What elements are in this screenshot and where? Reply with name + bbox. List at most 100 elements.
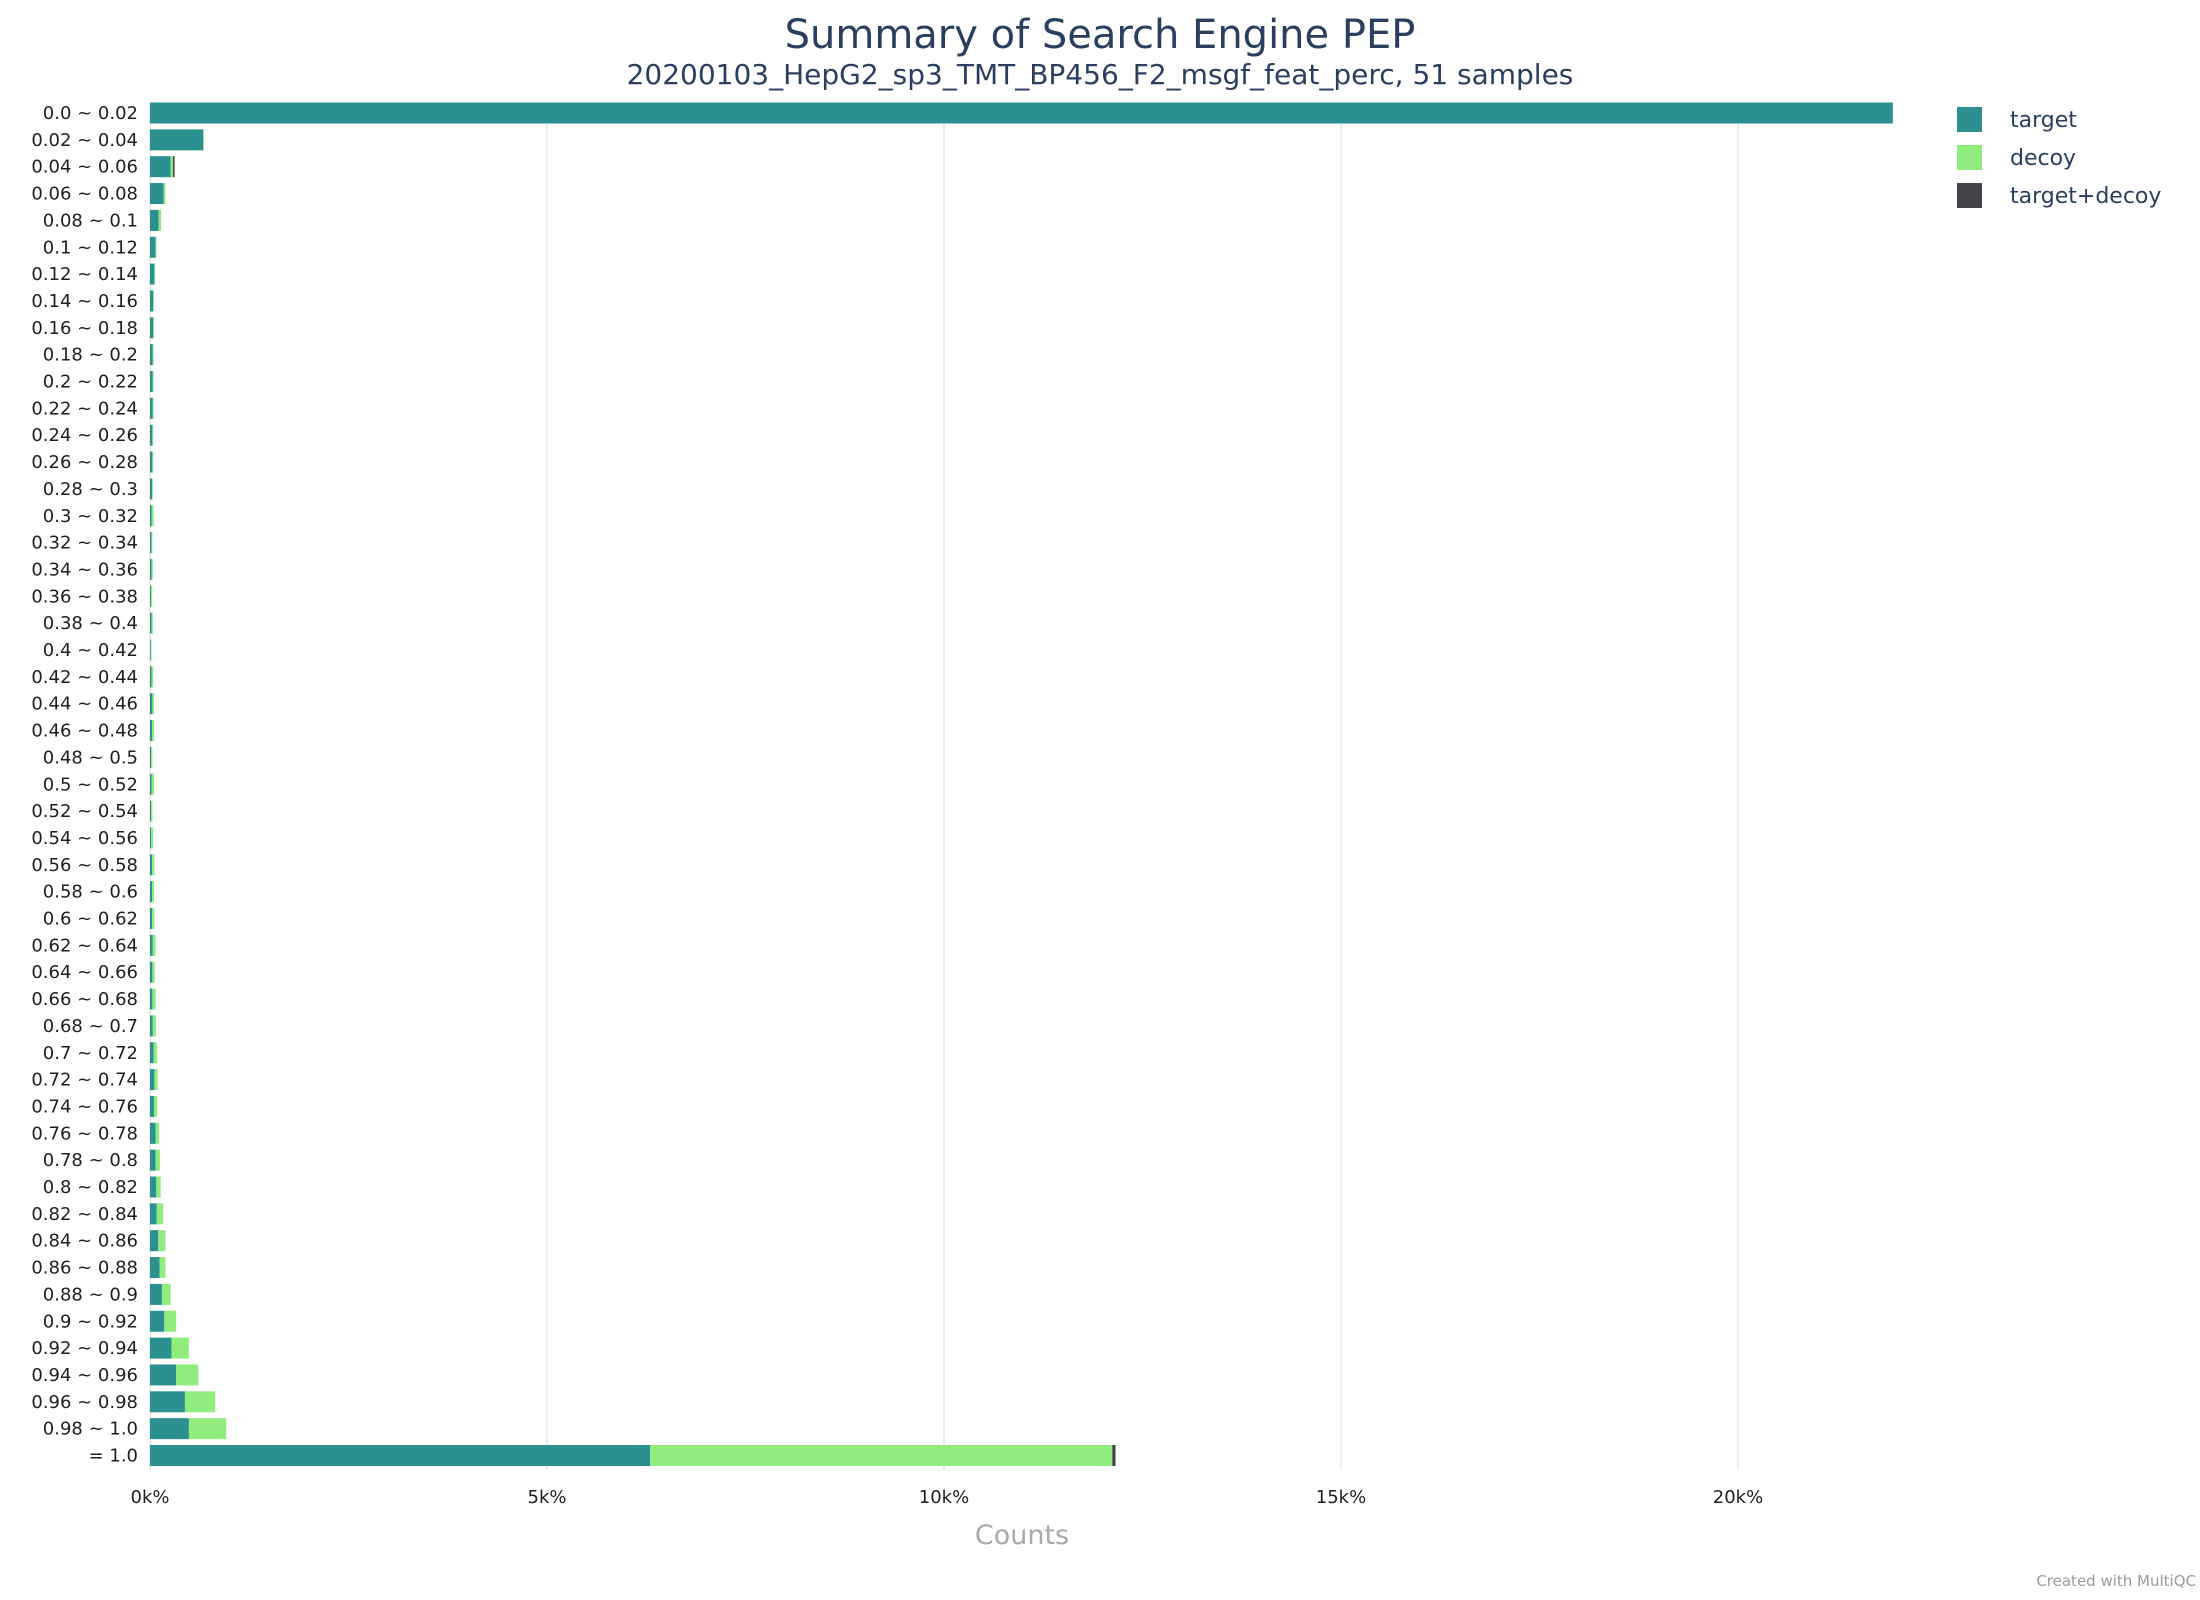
bar-segment-decoy[interactable] (154, 263, 156, 285)
bar-segment-decoy[interactable] (151, 532, 153, 554)
bar-segment-decoy[interactable] (151, 505, 154, 527)
bar-segment-decoy[interactable] (151, 800, 153, 822)
bar-segment-target[interactable] (150, 1257, 160, 1279)
bar-segment-target[interactable] (150, 129, 204, 151)
bar-segment-target[interactable] (150, 1176, 157, 1198)
bar-segment-target[interactable] (150, 1122, 156, 1144)
bar-segment-decoy[interactable] (158, 209, 162, 231)
legend-label[interactable]: decoy (2010, 146, 2076, 171)
bar-segment-decoy[interactable] (163, 183, 166, 205)
bar-segment-decoy[interactable] (152, 397, 154, 419)
bar-segment-decoy[interactable] (176, 1364, 199, 1386)
bar-segment-target[interactable] (150, 1391, 185, 1413)
bar-segment-target[interactable] (150, 988, 153, 1010)
legend-label[interactable]: target (2010, 108, 2077, 133)
bar-segment-target[interactable] (150, 505, 152, 527)
bar-segment-target[interactable] (150, 1337, 172, 1359)
bar-segment-decoy[interactable] (151, 666, 154, 688)
bar-segment-decoy[interactable] (153, 290, 154, 312)
bar-segment-target[interactable] (150, 854, 152, 876)
bar-segment-target[interactable] (150, 1418, 189, 1440)
bar-segment-decoy[interactable] (153, 317, 154, 339)
bar-segment-decoy[interactable] (156, 1176, 161, 1198)
bar-segment-target[interactable] (150, 102, 1893, 124)
bar-segment-target[interactable] (150, 1203, 157, 1225)
legend-swatch[interactable] (1957, 107, 1982, 132)
legend-swatch[interactable] (1957, 145, 1982, 170)
bar-segment-decoy[interactable] (154, 1069, 158, 1091)
bar-segment-target[interactable] (150, 693, 153, 715)
bar-segment-decoy[interactable] (152, 1015, 156, 1037)
bar-segment-decoy[interactable] (153, 1095, 158, 1117)
bar-segment-target[interactable] (150, 397, 153, 419)
bar-segment-target[interactable] (150, 236, 156, 258)
bar-segment-target[interactable] (150, 934, 153, 956)
bar-segment-decoy[interactable] (151, 558, 153, 580)
bar-segment-decoy[interactable] (161, 1283, 171, 1305)
bar-segment-decoy[interactable] (152, 934, 156, 956)
bar-segment-decoy[interactable] (156, 1203, 164, 1225)
bar-segment-target[interactable] (150, 371, 153, 392)
bar-segment-decoy[interactable] (151, 827, 154, 849)
bar-segment-target[interactable] (150, 1310, 165, 1332)
bar-segment-target[interactable] (150, 156, 171, 178)
bar-segment-target[interactable] (150, 827, 152, 849)
bar-segment-decoy[interactable] (153, 1042, 158, 1064)
bar-segment-target[interactable] (150, 639, 151, 661)
bar-segment-decoy[interactable] (184, 1391, 216, 1413)
bar-segment-target[interactable] (150, 478, 152, 500)
bar-segment-decoy[interactable] (159, 1257, 166, 1279)
bar-segment-target[interactable] (150, 1015, 153, 1037)
bar-segment-decoy[interactable] (152, 371, 154, 392)
bar-segment-decoy[interactable] (155, 236, 157, 258)
bar-segment-target[interactable] (150, 1230, 159, 1252)
bar-segment-decoy[interactable] (188, 1418, 227, 1440)
bar-segment-target[interactable] (150, 290, 154, 312)
bar-segment-target[interactable] (150, 961, 153, 983)
bar-segment-target[interactable] (150, 451, 153, 473)
bar-segment-decoy[interactable] (170, 156, 174, 178)
bar-segment-target[interactable] (150, 183, 164, 205)
bar-segment-decoy[interactable] (158, 1230, 166, 1252)
bar-segment-decoy[interactable] (151, 612, 153, 634)
bar-segment-target[interactable] (150, 263, 155, 285)
bar-segment-target-plus-decoy[interactable] (173, 156, 175, 178)
bar-segment-decoy[interactable] (151, 908, 155, 929)
bar-segment-decoy[interactable] (171, 1337, 189, 1359)
bar-segment-target[interactable] (150, 1364, 177, 1386)
bar-segment-target[interactable] (150, 424, 153, 446)
bar-segment-target[interactable] (150, 209, 159, 231)
bar-segment-target[interactable] (150, 720, 152, 742)
bar-segment-target[interactable] (150, 1283, 162, 1305)
bar-segment-target[interactable] (150, 585, 151, 607)
bar-segment-decoy[interactable] (650, 1445, 1113, 1466)
bar-segment-target[interactable] (150, 1042, 154, 1064)
bar-segment-decoy[interactable] (150, 585, 153, 607)
legend-label[interactable]: target+decoy (2010, 184, 2161, 209)
bar-segment-target[interactable] (150, 908, 152, 929)
bar-segment-target[interactable] (150, 344, 153, 366)
bar-segment-target[interactable] (150, 1095, 154, 1117)
bar-segment-decoy[interactable] (152, 424, 154, 446)
bar-segment-target[interactable] (150, 881, 152, 903)
bar-segment-target[interactable] (150, 558, 152, 580)
bar-segment-target[interactable] (150, 532, 152, 554)
bar-segment-decoy[interactable] (152, 961, 155, 983)
bar-segment-decoy[interactable] (152, 451, 154, 473)
bar-segment-decoy[interactable] (151, 720, 154, 742)
bar-segment-decoy[interactable] (155, 1122, 160, 1144)
bar-segment-target[interactable] (150, 1149, 156, 1171)
bar-segment-decoy[interactable] (151, 854, 155, 876)
bar-segment-decoy[interactable] (151, 746, 153, 768)
bar-segment-decoy[interactable] (151, 773, 154, 795)
bar-segment-decoy[interactable] (152, 693, 154, 715)
bar-segment-target[interactable] (150, 746, 152, 768)
bar-segment-decoy[interactable] (151, 881, 154, 903)
bar-segment-target[interactable] (150, 1445, 651, 1466)
bar-segment-decoy[interactable] (150, 639, 152, 661)
bar-segment-decoy[interactable] (203, 129, 204, 151)
bar-segment-decoy[interactable] (152, 344, 154, 366)
bar-segment-target[interactable] (150, 612, 152, 634)
bar-segment-target[interactable] (150, 317, 154, 339)
bar-segment-decoy[interactable] (152, 988, 156, 1010)
